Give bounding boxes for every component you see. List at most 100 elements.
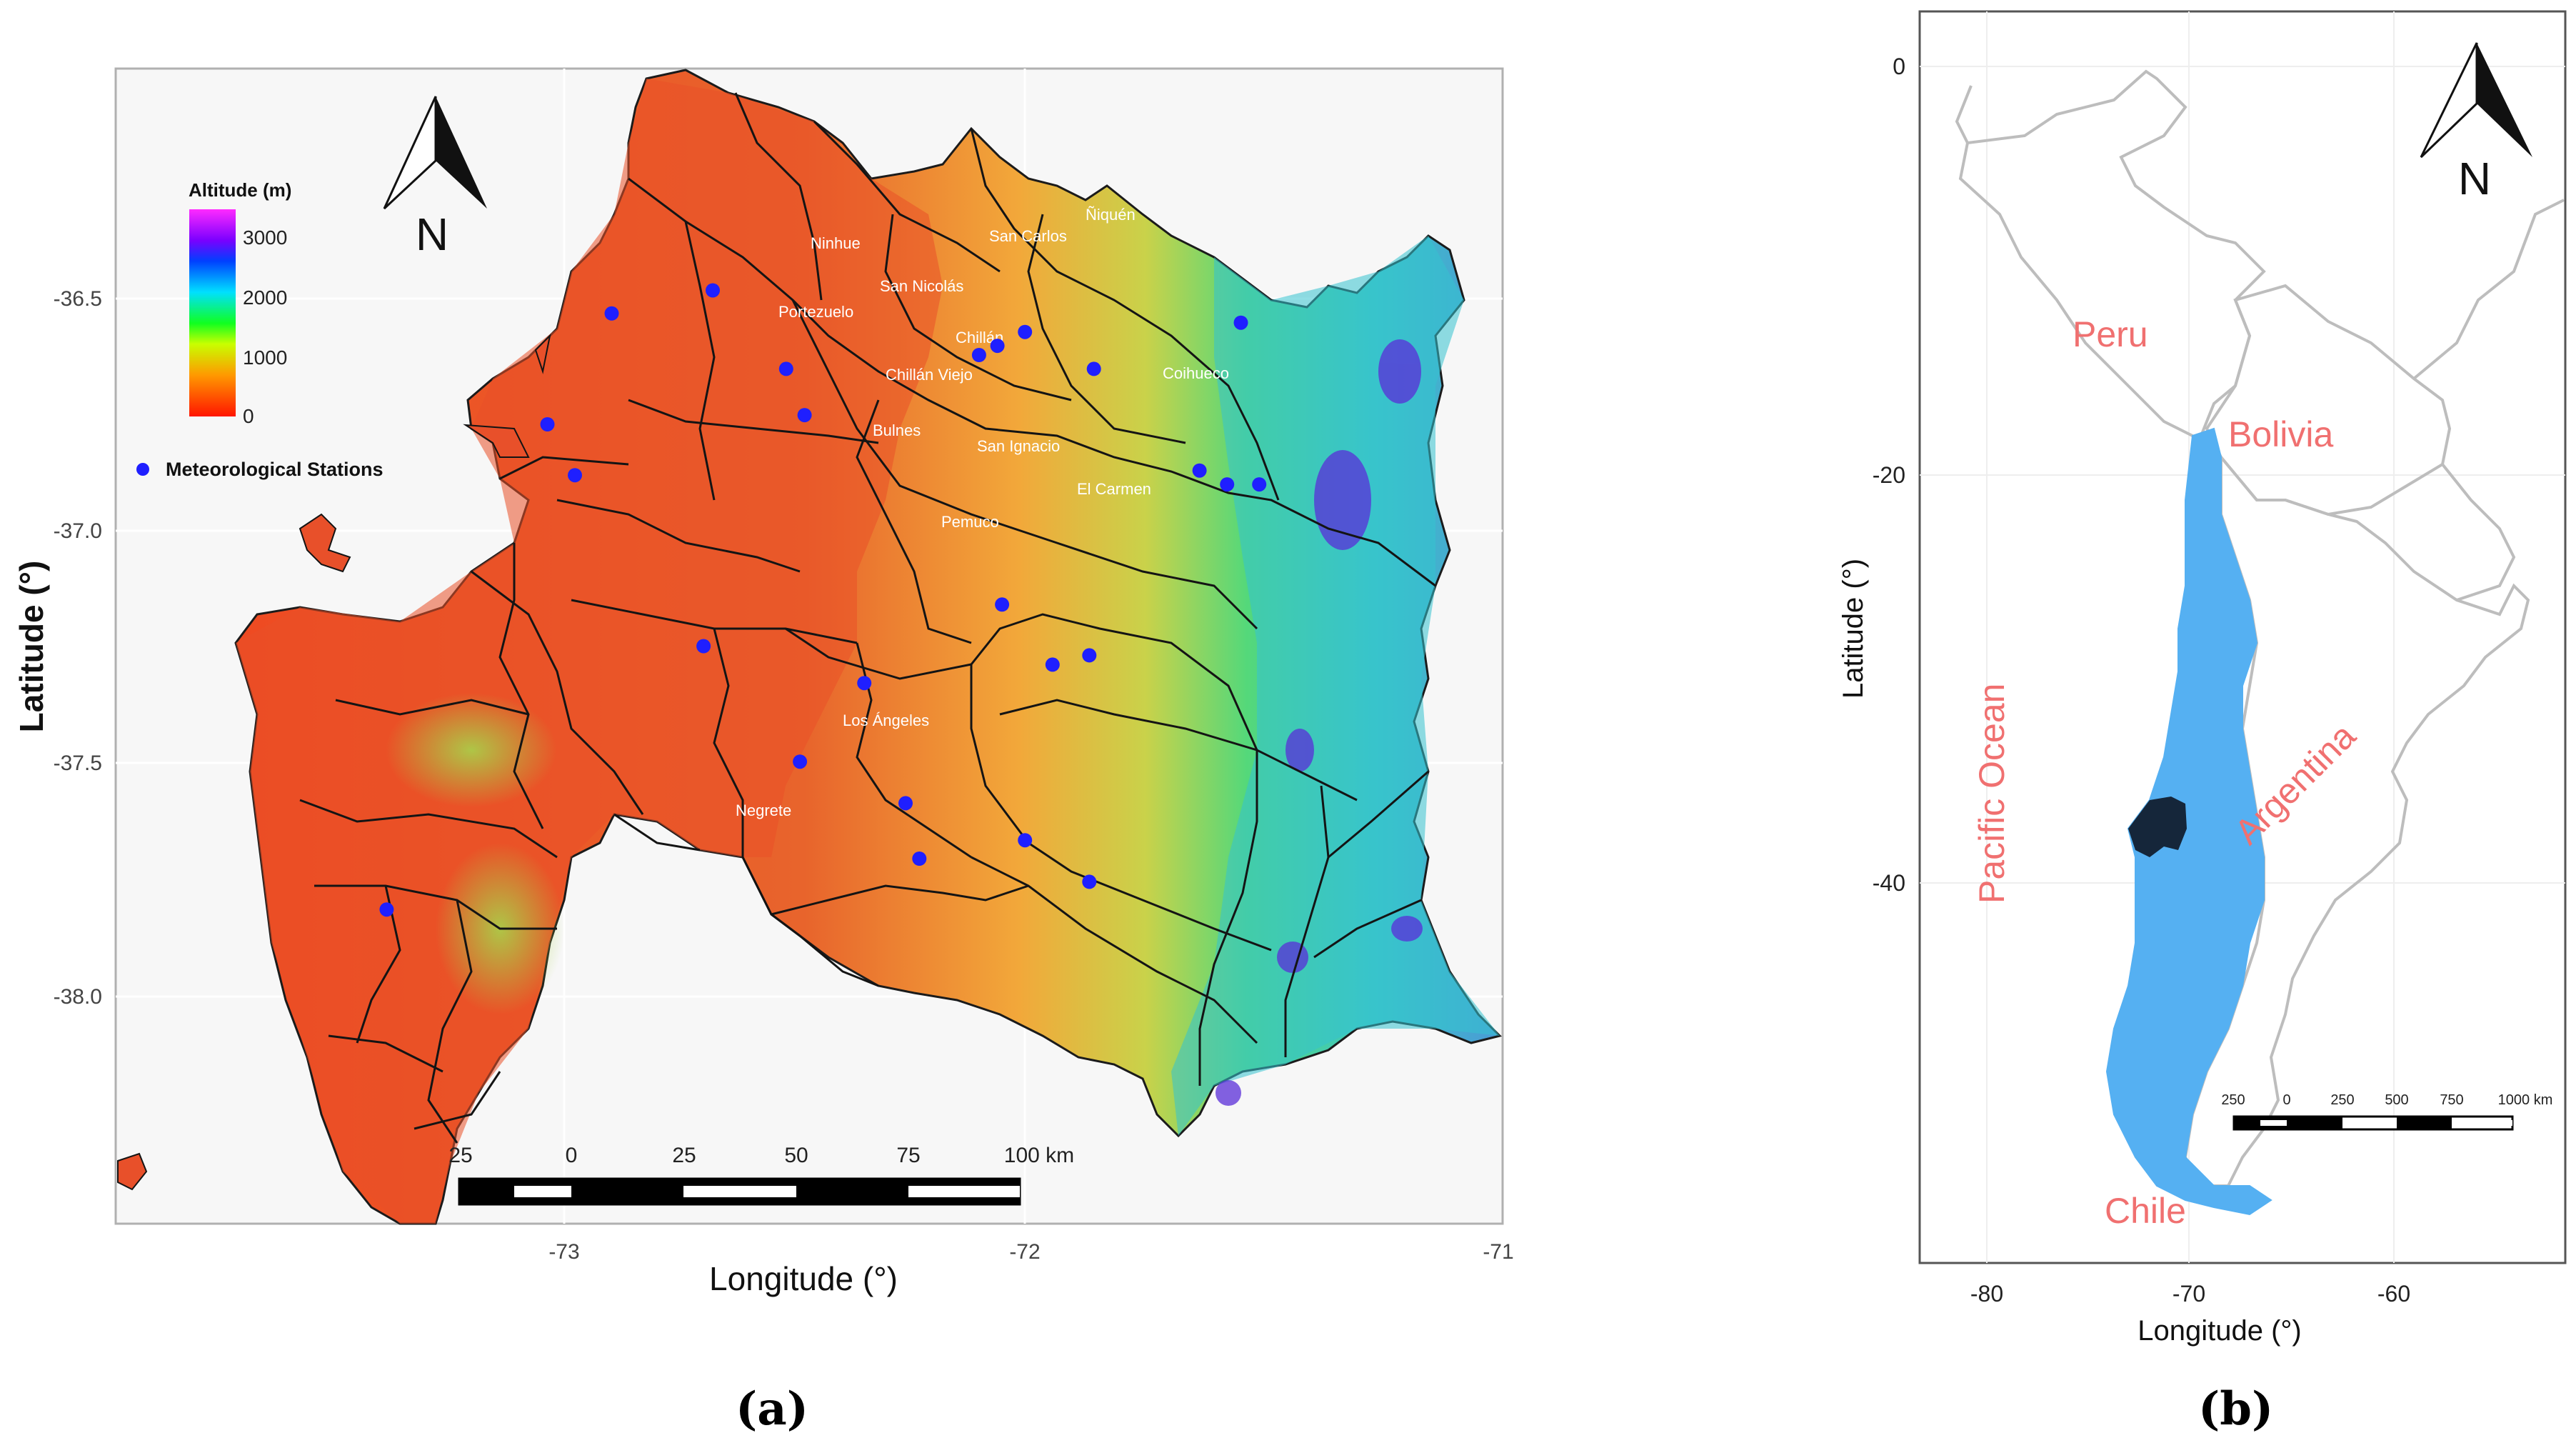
country-label-peru: Peru [2073,314,2148,354]
station-marker [898,796,913,811]
legend-tick: 1000 [243,346,287,369]
panel-a-caption: (a) [736,1382,809,1436]
scale-label: 25 [672,1144,696,1167]
station-marker [706,283,720,298]
north-label: N [2458,153,2491,204]
station-marker [568,468,582,483]
station-marker [1082,874,1097,889]
brazil-border [2412,199,2565,380]
commune-label: Los Ángeles [843,711,929,729]
station-marker [778,361,793,376]
scale-label: 25 [448,1144,472,1167]
commune-label: Coihueco [1163,364,1229,382]
x-tick-label: -80 [1970,1281,2003,1307]
north-label: N [416,209,448,260]
legend-title: Altitude (m) [189,179,291,201]
scale-label: 0 [566,1144,578,1167]
commune-label: Portezuelo [778,303,853,321]
north-arrow-b: N [2420,42,2532,204]
station-marker [912,852,927,866]
island-quiriquina [534,333,551,374]
y-tick-label: -38.0 [54,985,102,1009]
scale-label: 1000 km [2498,1092,2553,1108]
paraguay-border [2441,463,2516,601]
bolivia-border [2205,284,2452,516]
panel-a-map: Ninhue San Carlos Ñiquén San Nicolás Por… [13,67,1514,1297]
x-tick-label: -72 [1009,1240,1040,1264]
north-arrow-a: N [383,96,487,260]
station-marker [1220,477,1235,492]
country-label-bolivia: Bolivia [2228,414,2333,454]
meteorological-stations [379,283,1267,917]
station-marker [857,676,872,691]
andes-peaks [1216,339,1423,1106]
altitude-legend: Altitude (m) 3000 2000 1000 0 Meteorolog… [136,179,384,480]
station-marker [793,754,808,769]
study-region-highlight [2128,797,2187,857]
station-marker [797,408,812,423]
commune-label: El Carmen [1077,480,1151,498]
scale-bar-b: 250 0 250 500 750 1000 km [2221,1092,2553,1131]
x-tick-label: -71 [1483,1240,1513,1264]
altitude-colorbar [189,209,236,416]
chile-territory [2105,427,2272,1216]
station-marker [995,597,1010,612]
y-tick-label: -37.5 [54,752,102,775]
island-santa-maria [299,513,351,573]
legend-stations-label: Meteorological Stations [166,459,384,480]
panel-b-x-title: Longitude (°) [2138,1315,2301,1347]
commune-label: San Ignacio [977,437,1060,455]
y-tick-label: 0 [1893,54,1905,79]
legend-station-marker [136,463,149,476]
panel-b-y-title: Latitude (°) [1838,559,1869,699]
commune-label: San Carlos [989,227,1067,245]
y-tick-label: -40 [1873,870,1905,896]
commune-label: Negrete [736,802,791,819]
station-marker [1252,477,1267,492]
y-tick-label: -36.5 [54,287,102,311]
panel-a-x-ticks: -73 -72 -71 [548,1240,1513,1264]
station-marker [1082,648,1097,663]
station-marker [1233,315,1248,330]
scale-label: 100 km [1004,1144,1074,1167]
commune-label: Ñiquén [1086,206,1136,224]
ocean-label: Pacific Ocean [1972,684,2012,904]
island-mocha [117,1152,148,1191]
ecuador-border [1955,85,1973,144]
panel-a-y-ticks: -36.5 -37.0 -37.5 -38.0 [54,287,102,1009]
legend-tick: 2000 [243,286,287,309]
scale-label: 0 [2282,1092,2290,1108]
commune-label: Bulnes [873,421,921,439]
panel-a-x-title: Longitude (°) [709,1260,898,1297]
andes-highland [1171,236,1500,1136]
scale-bar-a: 25 0 25 50 75 100 km [448,1144,1074,1206]
station-marker [379,902,394,917]
scale-label: 250 [2221,1092,2245,1108]
panel-b-x-ticks: -80 -70 -60 [1970,1281,2410,1307]
panel-b-caption: (b) [2198,1382,2274,1436]
station-marker [1018,324,1033,339]
station-marker [1045,657,1060,672]
legend-tick: 3000 [243,226,287,249]
panel-b-map: Peru Bolivia Argentina Pacific Ocean Chi… [1838,10,2567,1347]
y-tick-label: -37.0 [54,519,102,543]
panel-b-y-ticks: 0 -20 -40 [1873,54,1905,896]
peru-border [1958,69,2266,441]
commune-label: Chillán Viejo [886,366,973,384]
station-marker [1086,361,1101,376]
commune-labels: Ninhue San Carlos Ñiquén San Nicolás Por… [736,206,1229,819]
coastal-lowland [236,79,943,1224]
scale-label: 500 [2385,1092,2408,1108]
country-label-chile: Chile [2105,1191,2186,1231]
scale-label: 750 [2440,1092,2463,1108]
scale-label: 50 [784,1144,808,1167]
coastal-peninsula [463,424,530,458]
scale-label: 75 [896,1144,920,1167]
y-tick-label: -20 [1873,462,1905,488]
legend-tick: 0 [243,405,254,427]
station-marker [604,306,619,321]
station-marker [540,417,555,431]
panel-a-y-title: Latitude (°) [13,561,50,733]
x-tick-label: -70 [2172,1281,2205,1307]
station-marker [1192,463,1207,478]
